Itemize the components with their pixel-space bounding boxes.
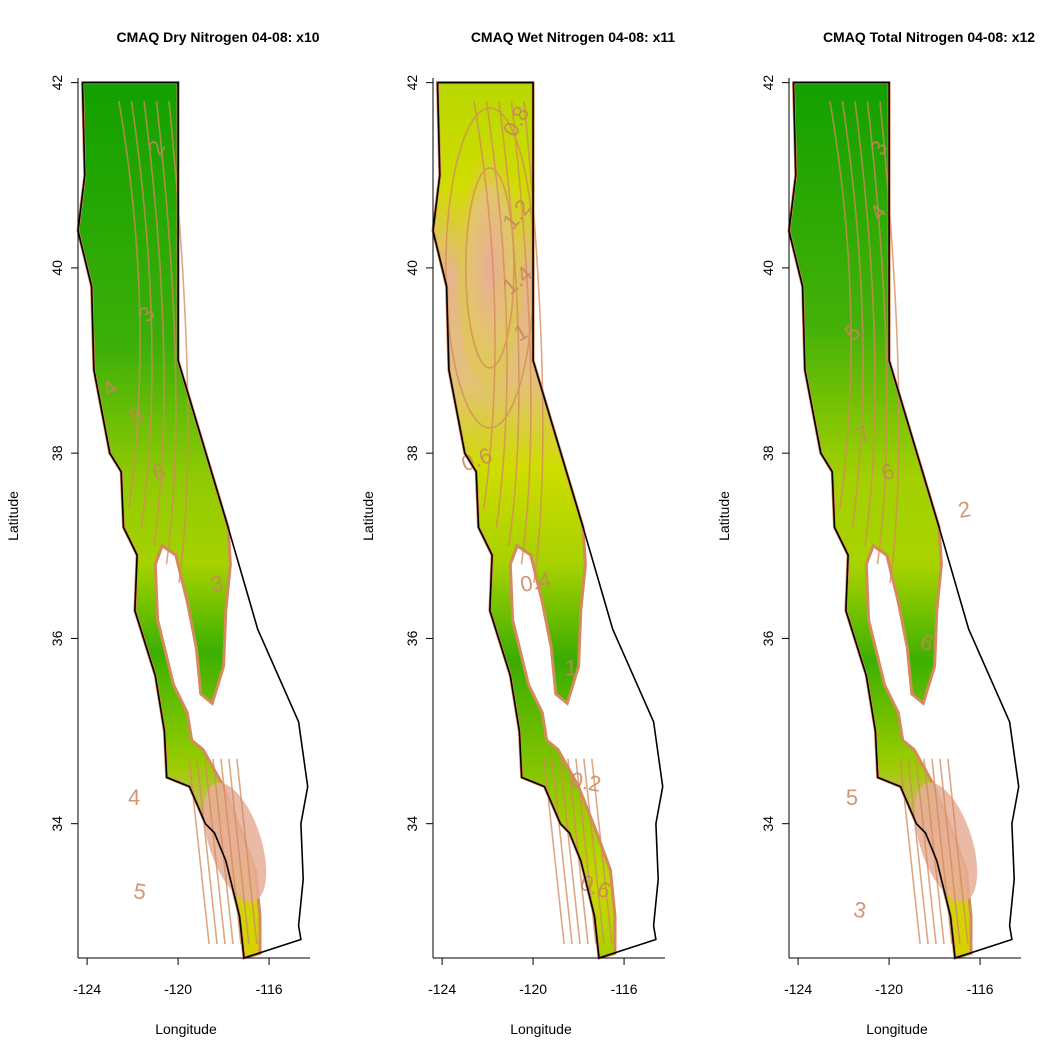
map-panel-2: CMAQ Wet Nitrogen 04-08: x110.81.21.410.… xyxy=(360,29,675,1037)
state-boundary xyxy=(432,81,664,960)
map-panel-3: CMAQ Total Nitrogen 04-08: x123457625363… xyxy=(716,29,1035,1037)
x-tick-label: -116 xyxy=(611,981,638,997)
y-tick-label: 36 xyxy=(404,630,420,646)
contour-lines xyxy=(445,101,613,945)
panel-title: CMAQ Total Nitrogen 04-08: x12 xyxy=(823,29,1035,45)
y-tick-label: 36 xyxy=(49,630,65,646)
panel-title: CMAQ Wet Nitrogen 04-08: x11 xyxy=(471,29,676,45)
y-tick-label: 38 xyxy=(49,445,65,461)
y-tick-label: 42 xyxy=(404,75,420,91)
y-tick-label: 34 xyxy=(404,816,420,832)
x-tick-label: -124 xyxy=(428,981,456,997)
state-boundary xyxy=(77,81,309,960)
x-tick-label: -124 xyxy=(784,981,812,997)
y-tick-label: 42 xyxy=(49,75,65,91)
x-axis-label: Longitude xyxy=(155,1021,217,1037)
contour-label: 5 xyxy=(846,785,858,810)
y-axis-label: Latitude xyxy=(360,491,376,541)
y-tick-label: 34 xyxy=(760,816,776,832)
x-tick-label: -120 xyxy=(164,981,192,997)
contour-lines xyxy=(118,101,258,945)
x-axis-label: Longitude xyxy=(510,1021,572,1037)
y-tick-label: 38 xyxy=(404,445,420,461)
contour-label: 1 xyxy=(565,655,577,680)
y-axis-label: Latitude xyxy=(5,491,21,541)
contour-lines xyxy=(829,101,969,945)
contour-label: 0.4 xyxy=(518,567,552,597)
y-tick-label: 40 xyxy=(760,260,776,276)
y-tick-label: 40 xyxy=(49,260,65,276)
contour-label: 5 xyxy=(132,878,148,905)
y-tick-label: 34 xyxy=(49,816,65,832)
contour-label: 0.2 xyxy=(569,767,603,797)
x-tick-label: -120 xyxy=(875,981,903,997)
contour-label: 3 xyxy=(209,570,225,597)
contour-label: 2 xyxy=(956,496,972,523)
map-panel-1: CMAQ Dry Nitrogen 04-08: x10234563453436… xyxy=(5,29,320,1037)
panel-title: CMAQ Dry Nitrogen 04-08: x10 xyxy=(116,29,319,45)
contour-label: 4 xyxy=(128,785,140,810)
y-tick-label: 36 xyxy=(760,630,776,646)
x-tick-label: -124 xyxy=(73,981,101,997)
y-tick-label: 40 xyxy=(404,260,420,276)
y-tick-label: 38 xyxy=(760,445,776,461)
contour-label: 3 xyxy=(852,897,868,924)
state-boundary xyxy=(788,81,1020,960)
y-tick-label: 42 xyxy=(760,75,776,91)
x-tick-label: -120 xyxy=(519,981,547,997)
x-axis-label: Longitude xyxy=(866,1021,928,1037)
x-tick-label: -116 xyxy=(967,981,994,997)
x-tick-label: -116 xyxy=(256,981,283,997)
y-axis-label: Latitude xyxy=(716,491,732,541)
